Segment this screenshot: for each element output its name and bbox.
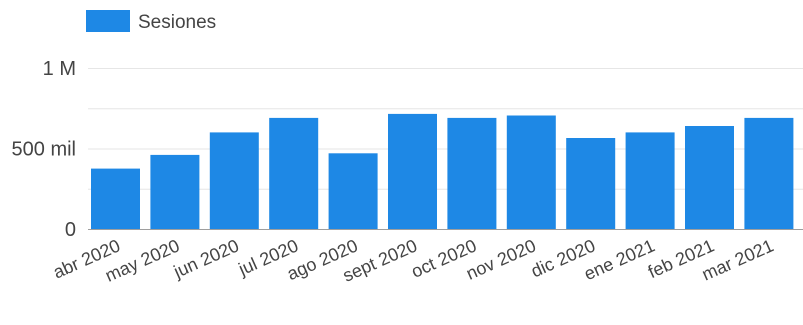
legend-swatch — [86, 10, 130, 32]
gridlines — [88, 68, 803, 230]
bar[interactable] — [388, 113, 437, 229]
bar[interactable] — [269, 117, 319, 229]
bar[interactable] — [447, 117, 497, 229]
bar[interactable] — [91, 168, 140, 229]
bar[interactable] — [150, 154, 200, 229]
y-axis-ticks: 0 500 mil 1 M — [12, 58, 76, 241]
bar[interactable] — [685, 126, 734, 229]
legend-label: Sesiones — [138, 12, 216, 33]
bar[interactable] — [209, 132, 259, 229]
bar[interactable] — [506, 115, 556, 230]
y-tick-label: 0 — [65, 219, 76, 241]
y-tick-label: 500 mil — [12, 139, 76, 161]
bar[interactable] — [566, 138, 616, 229]
legend[interactable]: Sesiones — [86, 10, 216, 33]
x-tick-label: jun 2020 — [170, 235, 242, 282]
y-tick-label: 1 M — [43, 58, 76, 80]
bar[interactable] — [625, 132, 675, 229]
bar[interactable] — [328, 153, 378, 229]
bars — [91, 113, 794, 230]
bar[interactable] — [744, 117, 794, 229]
